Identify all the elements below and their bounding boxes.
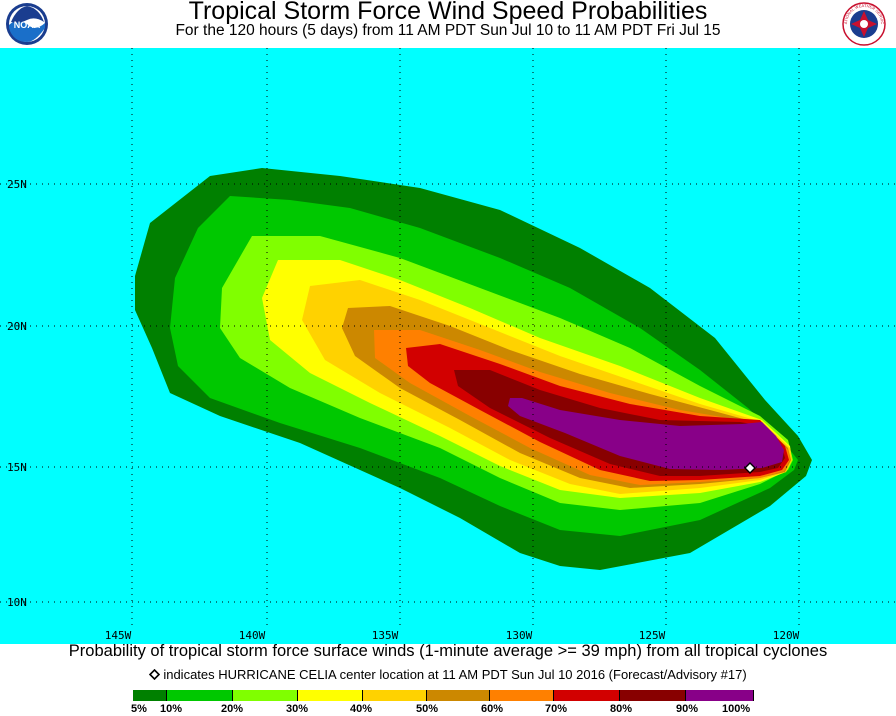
map-caption: Probability of tropical storm force surf… (68, 642, 828, 660)
diamond-icon (744, 462, 756, 474)
storm-center-marker (744, 462, 756, 474)
header: NOAA Tropical Storm Force Wind Speed Pro… (0, 0, 896, 48)
lat-label-20n: 20N (7, 320, 27, 333)
lon-label-120w: 120W (773, 629, 800, 642)
legend-label-50: 50% (416, 703, 439, 715)
legend-swatch-20-30 (232, 690, 298, 701)
lon-label-130w: 130W (506, 629, 533, 642)
storm-indicator-text: indicates HURRICANE CELIA center locatio… (163, 667, 747, 682)
legend-swatch-40-50 (362, 690, 427, 701)
legend-bar (133, 690, 754, 701)
legend-label-100: 100% (722, 703, 751, 715)
probability-contours (135, 168, 812, 570)
legend-swatch-10-20 (166, 690, 233, 701)
legend-labels: 5% 10% 20% 30% 40% 50% 60% 70% 80% 90% 1… (0, 703, 896, 716)
legend-label-30: 30% (286, 703, 309, 715)
lon-label-125w: 125W (639, 629, 666, 642)
legend-label-20: 20% (221, 703, 244, 715)
legend-label-10: 10% (160, 703, 183, 715)
lon-label-135w: 135W (372, 629, 399, 642)
legend-label-70: 70% (545, 703, 568, 715)
legend-swatch-80-90 (620, 690, 687, 701)
legend-label-60: 60% (481, 703, 504, 715)
storm-indicator: indicates HURRICANE CELIA center locatio… (0, 667, 896, 682)
legend-swatch-50-60 (426, 690, 491, 701)
latitude-labels: 25N 20N 15N 10N (7, 178, 27, 609)
lat-label-25n: 25N (7, 178, 27, 191)
lon-label-145w: 145W (105, 629, 132, 642)
page-title: Tropical Storm Force Wind Speed Probabil… (188, 0, 708, 25)
noaa-logo-text: NOAA (14, 20, 41, 30)
contour-90-percent (508, 398, 784, 470)
noaa-logo-icon: NOAA (6, 3, 48, 45)
legend-label-5: 5% (131, 703, 147, 715)
legend-swatch-70-80 (554, 690, 621, 701)
legend-swatch-5-10 (133, 690, 167, 701)
nws-logo-icon: NATIONAL WEATHER SERVICE (842, 2, 886, 46)
graticule (0, 48, 896, 626)
lon-label-140w: 140W (239, 629, 266, 642)
legend-label-90: 90% (676, 703, 699, 715)
legend-swatch-90-100 (686, 690, 754, 701)
lat-label-10n: 10N (7, 596, 27, 609)
page-subtitle: For the 120 hours (5 days) from 11 AM PD… (175, 22, 721, 39)
longitude-labels: 145W 140W 135W 130W 125W 120W (105, 629, 800, 642)
lat-label-15n: 15N (7, 461, 27, 474)
legend-label-80: 80% (610, 703, 633, 715)
diamond-icon (149, 668, 161, 681)
legend-swatch-30-40 (297, 690, 363, 701)
legend-label-40: 40% (350, 703, 373, 715)
legend-swatch-60-70 (490, 690, 555, 701)
probability-map: 25N 20N 15N 10N 145W 140W 135W 130W 125W… (0, 48, 896, 644)
